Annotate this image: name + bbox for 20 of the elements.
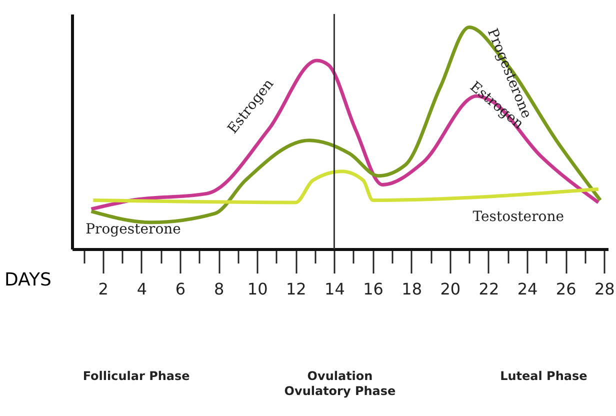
- series-label: Testosterone: [472, 209, 564, 226]
- series-label: Progesterone: [86, 221, 181, 238]
- x-axis-title: DAYS: [4, 270, 52, 290]
- x-tick-label: 24: [517, 280, 538, 298]
- x-tick-label: 12: [286, 280, 306, 298]
- x-tick-label: 14: [324, 280, 345, 298]
- text: Luteal Phase: [500, 369, 588, 383]
- x-tick-label: 22: [478, 280, 500, 298]
- x-tick-label: 20: [440, 280, 461, 298]
- x-tick-label: 10: [247, 280, 268, 298]
- x-tick-label: 26: [556, 280, 576, 298]
- x-tick-label: 8: [214, 280, 224, 298]
- x-tick-label: 6: [175, 280, 186, 298]
- x-tick-label: 18: [402, 280, 422, 298]
- text: Ovulation Ovulatory Phase: [284, 369, 396, 398]
- x-tick-label: 28: [594, 280, 615, 298]
- x-tick-label: 2: [98, 280, 108, 298]
- text: Follicular Phase: [82, 369, 190, 383]
- x-tick-label: 4: [136, 280, 148, 298]
- x-tick-label: 16: [363, 280, 384, 298]
